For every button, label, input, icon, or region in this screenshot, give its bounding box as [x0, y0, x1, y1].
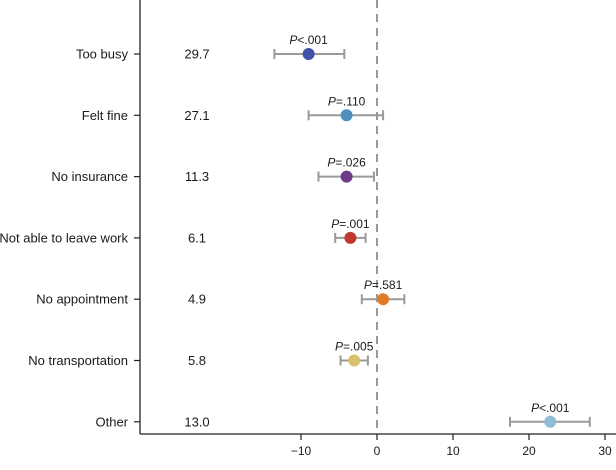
p-value-label: P=.110 — [328, 94, 366, 108]
x-tick-label: 0 — [374, 444, 381, 458]
point-estimate — [544, 415, 557, 428]
plot-rows: Too busy 29.7 P<.001 Felt fine 27.1 P=.110 No … — [0, 33, 591, 429]
x-tick-label: −10 — [291, 444, 312, 458]
x-tick-label: 30 — [598, 444, 612, 458]
x-tick-label: 20 — [522, 444, 536, 458]
percentage-label: 6.1 — [188, 230, 206, 245]
category-label: No insurance — [51, 169, 128, 184]
p-value-label: P<.001 — [289, 33, 328, 47]
p-value-label: P<.001 — [531, 401, 570, 415]
point-estimate — [348, 354, 361, 367]
p-value-label: P=.001 — [331, 217, 370, 231]
p-value-label: P=.005 — [335, 340, 374, 354]
percentage-label: 13.0 — [184, 414, 209, 429]
category-label: Too busy — [76, 47, 129, 62]
plot-axes: −10 0 10 20 30 — [139, 0, 616, 458]
percentage-label: 11.3 — [185, 169, 209, 184]
percentage-label: 5.8 — [188, 353, 206, 368]
category-label: Not able to leave work — [0, 230, 128, 245]
p-value-label: P=.026 — [327, 156, 366, 170]
point-estimate — [377, 293, 390, 306]
percentage-label: 4.9 — [188, 292, 206, 307]
x-tick-label: 10 — [446, 444, 460, 458]
percentage-label: 27.1 — [184, 108, 209, 123]
point-estimate — [344, 231, 357, 244]
category-label: Other — [95, 414, 128, 429]
p-value-label: P=.581 — [364, 278, 403, 292]
point-estimate — [302, 48, 315, 60]
category-label: Felt fine — [82, 108, 128, 123]
percentage-label: 29.7 — [184, 47, 209, 62]
point-estimate — [340, 109, 353, 122]
point-estimate — [340, 170, 353, 183]
category-label: No transportation — [28, 353, 128, 368]
category-label: No appointment — [36, 292, 128, 307]
